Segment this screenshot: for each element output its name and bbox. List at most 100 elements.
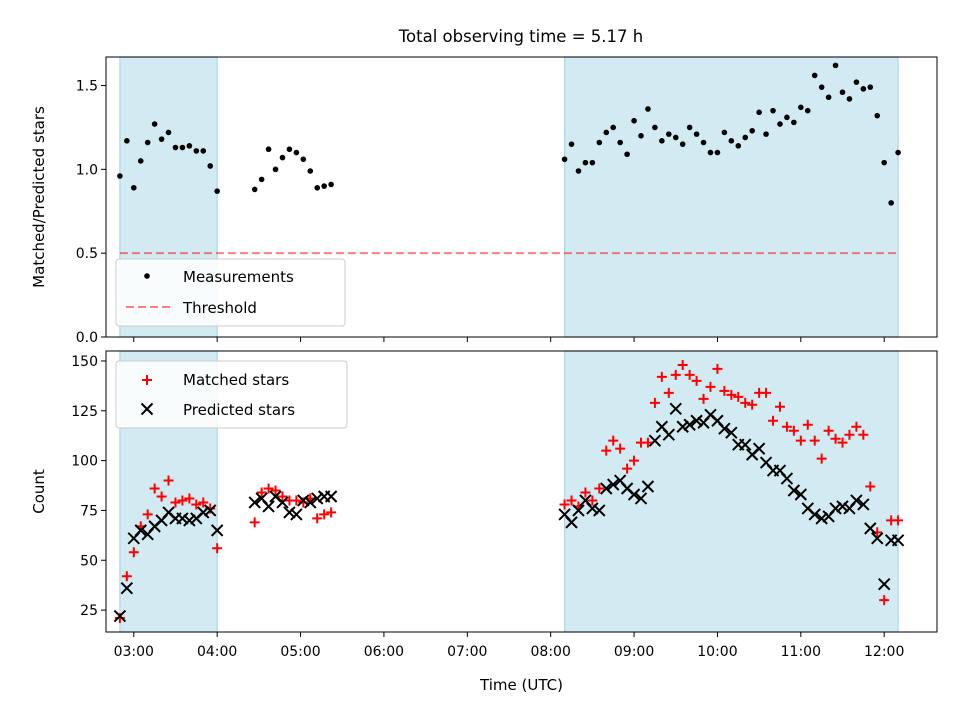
data-point [608, 435, 619, 446]
data-point [251, 186, 258, 193]
data-point [691, 375, 702, 386]
data-point [739, 438, 752, 451]
data-point [587, 495, 598, 506]
data-point [617, 139, 623, 146]
data-point [610, 124, 617, 131]
data-point [679, 141, 686, 147]
y-tick-label: 75 [80, 503, 98, 519]
data-point [780, 472, 794, 485]
x-tick-label: 10:00 [697, 644, 737, 660]
data-point [204, 504, 217, 517]
legend-label-predicted: Predicted stars [183, 401, 295, 419]
y-tick-label: 150 [71, 354, 98, 370]
data-point [804, 107, 811, 114]
data-point [698, 393, 709, 404]
data-point [290, 508, 303, 521]
legend-box [115, 258, 346, 327]
data-point [256, 487, 267, 498]
data-point [784, 114, 790, 121]
data-point [183, 514, 196, 527]
data-point [312, 513, 323, 524]
data-point [865, 481, 876, 492]
data-point [286, 146, 293, 153]
data-point [277, 491, 288, 502]
data-point [712, 363, 723, 374]
data-point [857, 498, 870, 511]
legend-top: Measurements Threshold [115, 258, 346, 327]
data-point [559, 499, 570, 510]
axes-frame [105, 350, 938, 633]
x-tick-label: 11:00 [781, 644, 821, 660]
data-point [718, 422, 731, 435]
x-axis-label: Time (UTC) [479, 676, 563, 694]
legend-label-measurements: Measurements [183, 268, 294, 286]
data-point [705, 381, 716, 392]
data-point [200, 148, 207, 154]
data-point [324, 490, 338, 503]
data-point [749, 127, 755, 134]
data-point [846, 96, 853, 102]
data-point [137, 158, 144, 164]
data-point [725, 426, 738, 439]
series-measurements [117, 62, 901, 206]
data-point [198, 497, 209, 508]
y-tick-label: 0.5 [76, 246, 98, 262]
data-point [860, 86, 867, 92]
data-point [572, 504, 585, 517]
data-point [669, 402, 682, 416]
data-point [811, 72, 818, 79]
chart-title: Total observing time = 5.17 h [398, 27, 643, 46]
data-point [676, 420, 689, 433]
data-point [319, 509, 330, 520]
data-point [163, 475, 174, 486]
data-point [832, 62, 839, 69]
legend-box [115, 360, 348, 429]
data-point [117, 173, 123, 179]
data-point [700, 139, 707, 146]
data-point [777, 121, 783, 127]
data-point [659, 138, 665, 144]
data-point [120, 581, 134, 595]
data-point [850, 494, 863, 507]
data-point [586, 502, 599, 515]
data-point [307, 168, 314, 174]
data-point [197, 506, 210, 519]
data-point [149, 483, 160, 494]
data-point [321, 183, 327, 189]
data-point [328, 181, 334, 188]
x-tick-label: 03:00 [114, 644, 154, 660]
data-point [304, 496, 317, 509]
data-point [113, 609, 127, 623]
data-point [601, 445, 612, 456]
data-point [248, 496, 261, 509]
data-point [816, 453, 827, 464]
data-point [808, 508, 821, 521]
data-point [594, 483, 605, 494]
data-point [690, 414, 703, 427]
legend-marker-matched [142, 375, 152, 385]
data-point [656, 371, 667, 382]
y-tick-label: 1.0 [76, 162, 98, 178]
x-tick-label: 06:00 [364, 644, 404, 660]
data-point [172, 144, 179, 151]
data-point [265, 146, 272, 153]
data-point [714, 149, 721, 156]
data-point [829, 502, 842, 515]
data-point [596, 139, 603, 146]
data-point [279, 154, 286, 161]
data-point [770, 107, 776, 114]
y-tick-label: 1.5 [76, 79, 98, 95]
data-point [214, 188, 220, 194]
data-point [258, 176, 265, 183]
data-point [768, 415, 779, 426]
data-point [645, 106, 651, 112]
data-point [566, 495, 577, 506]
y-tick-label: 50 [80, 553, 98, 569]
data-point [193, 148, 200, 154]
data-point [297, 494, 310, 507]
data-point [726, 389, 737, 400]
data-point [291, 495, 302, 506]
data-point [809, 435, 820, 446]
data-point [871, 532, 884, 545]
data-point [561, 156, 568, 163]
